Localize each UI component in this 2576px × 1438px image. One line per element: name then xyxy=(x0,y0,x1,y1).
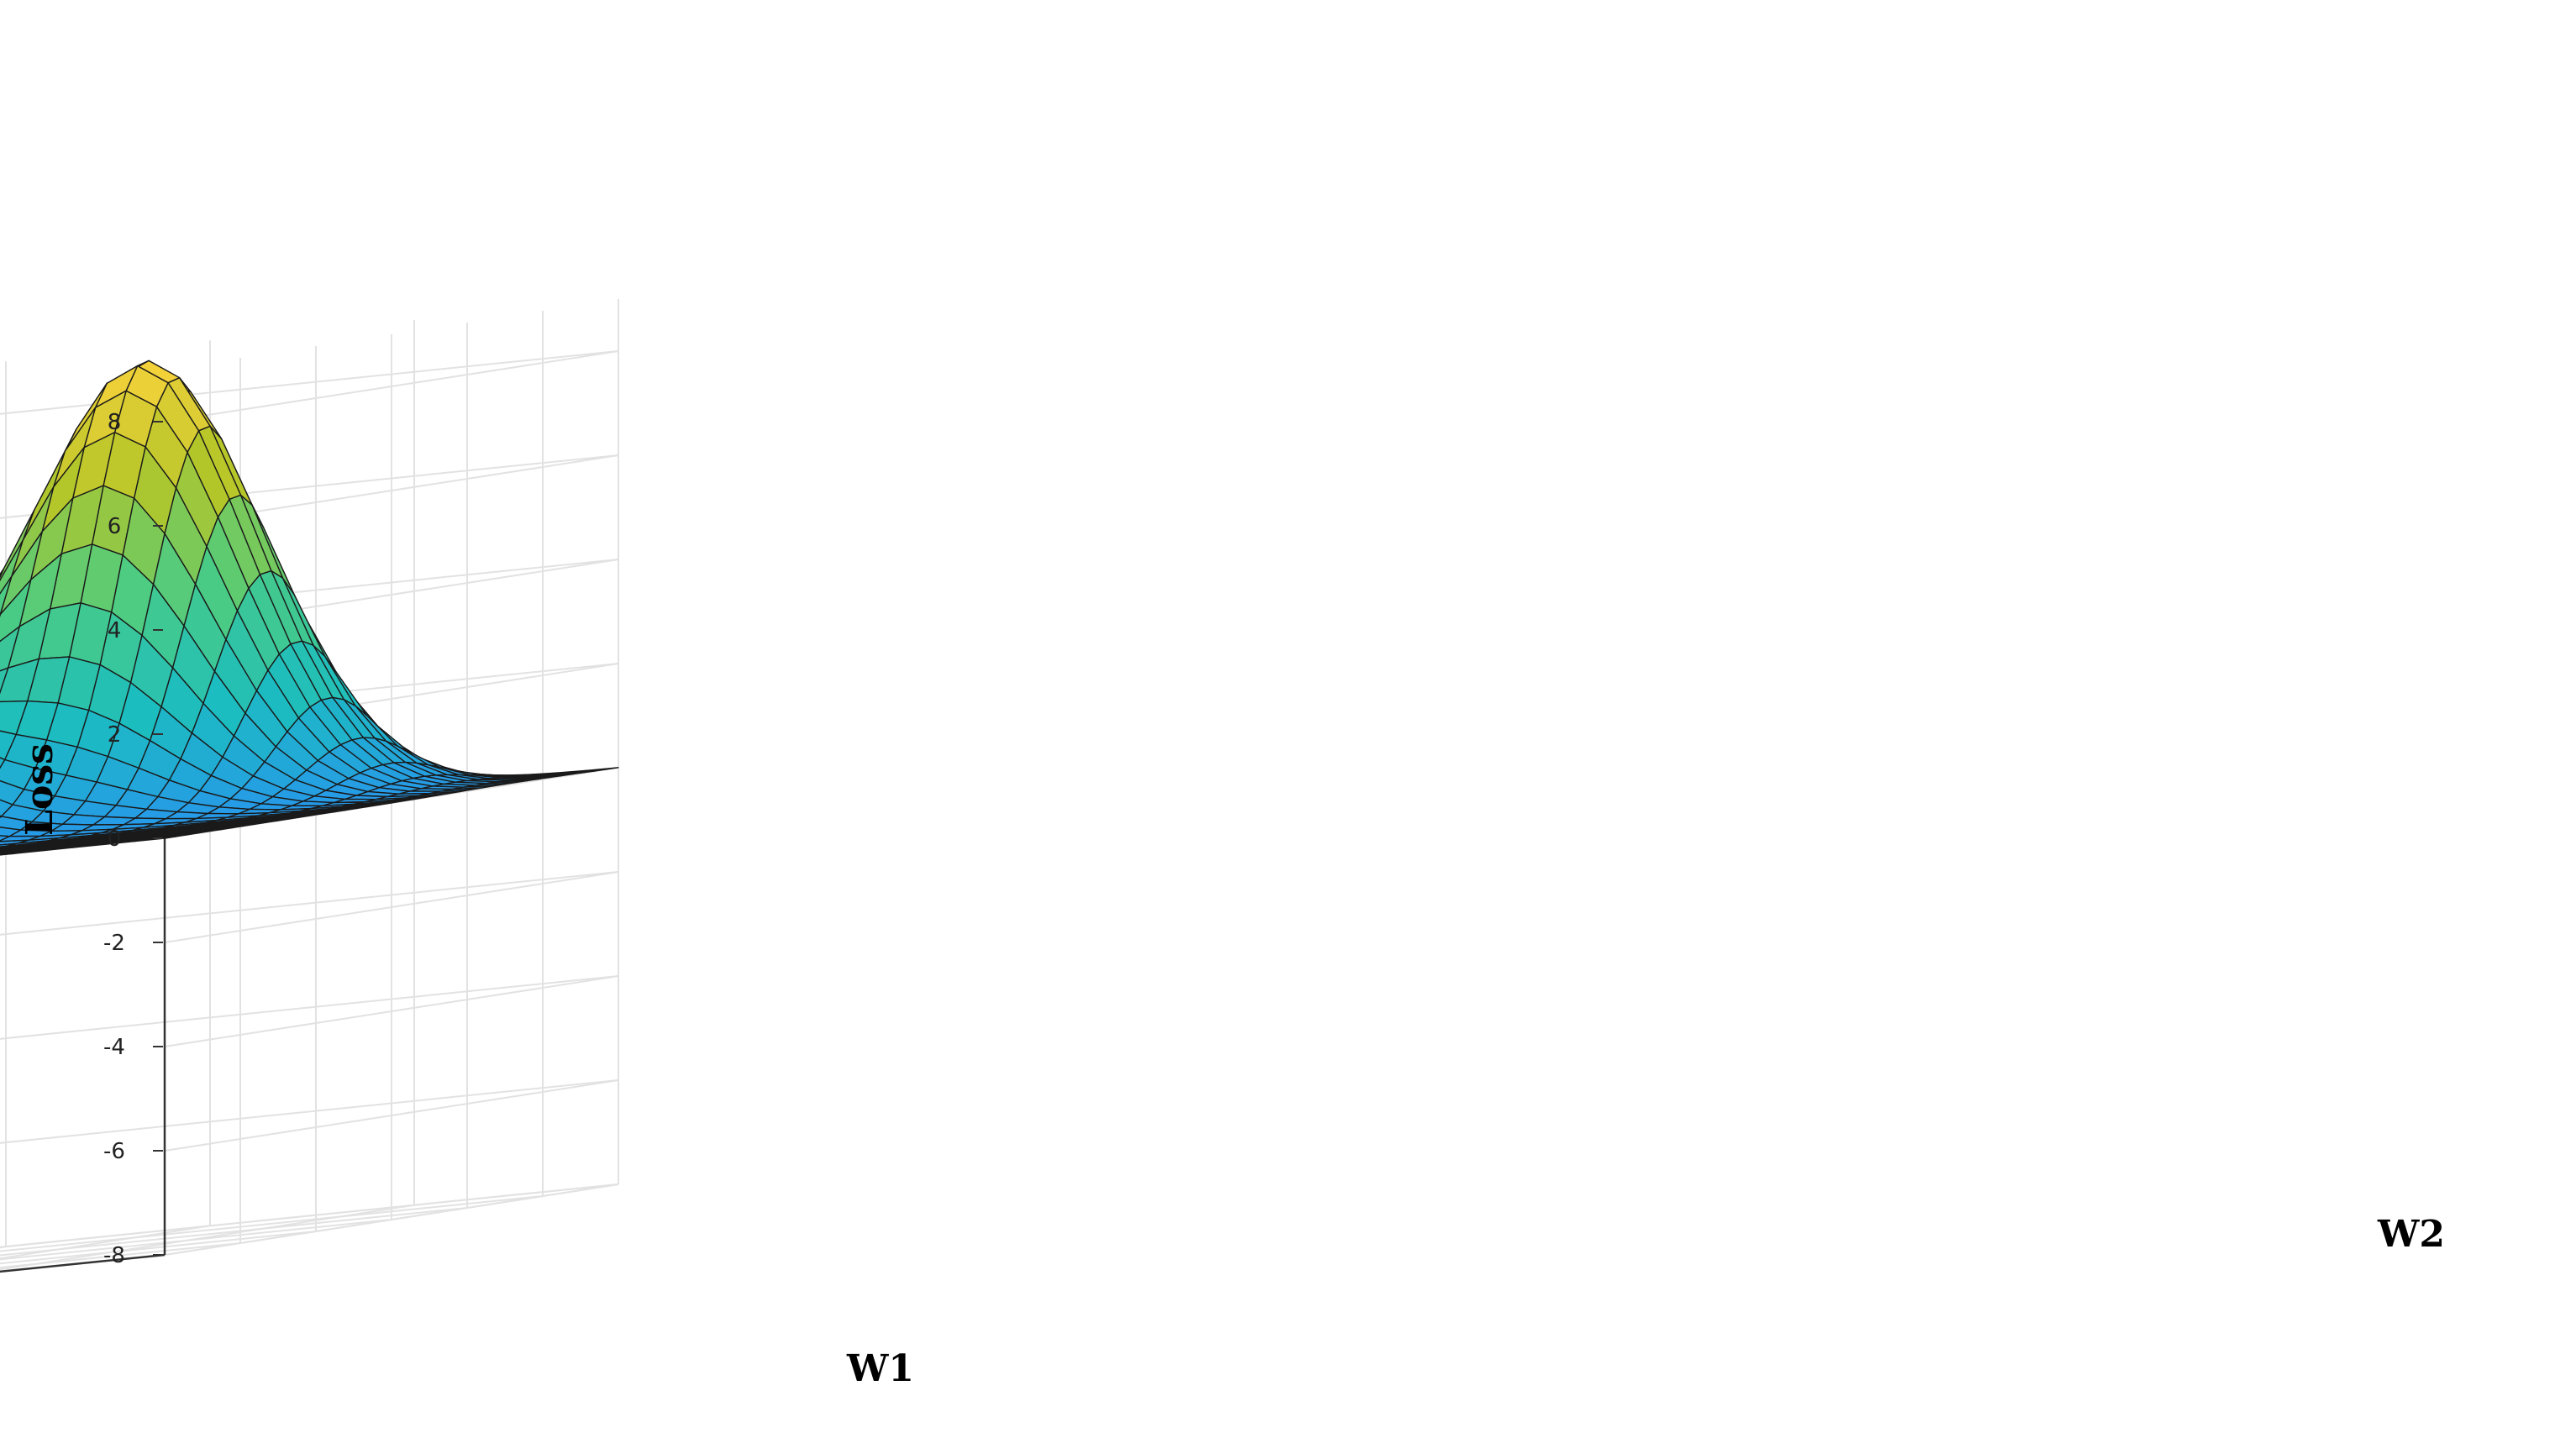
w1-axis-line xyxy=(0,1253,166,1273)
grid-line xyxy=(0,1195,544,1252)
grid-line xyxy=(0,1231,317,1265)
grid-line xyxy=(0,454,619,527)
surface-patch xyxy=(0,816,33,831)
z-tick-label: -6 xyxy=(103,1139,125,1164)
z-tick-label: 2 xyxy=(108,722,122,748)
grid-line xyxy=(0,1183,619,1248)
loss-surface xyxy=(0,360,619,856)
grid-line xyxy=(0,1219,392,1261)
surface-patch xyxy=(0,835,41,842)
z-tick-label: 8 xyxy=(108,410,122,435)
grid-line xyxy=(0,1207,468,1257)
x-axis-title: W1 xyxy=(846,1347,914,1390)
surface-patch xyxy=(0,779,25,806)
surface-patch xyxy=(0,827,22,837)
grid-line xyxy=(0,1254,166,1273)
surface-patch xyxy=(0,575,13,616)
surface-patch xyxy=(0,730,17,761)
surface-patch xyxy=(0,539,24,595)
grid-line xyxy=(0,559,619,631)
grid-line xyxy=(0,871,619,943)
surface-patch xyxy=(0,815,3,819)
surface-patch xyxy=(0,758,36,790)
surface-patch xyxy=(0,835,10,842)
surface-patch xyxy=(0,568,5,579)
z-axis-title: Loss xyxy=(18,743,61,836)
surface-patch xyxy=(0,757,6,769)
grid-line xyxy=(0,975,619,1047)
surface-patch xyxy=(0,700,29,736)
surface-patch xyxy=(0,626,20,672)
z-tick-label: -8 xyxy=(103,1243,125,1268)
surface-patch xyxy=(0,845,7,848)
surface-patch xyxy=(0,667,9,695)
surface-patch xyxy=(0,658,39,703)
grid-line xyxy=(0,1242,241,1269)
surface-patch xyxy=(0,579,32,643)
y-axis-title: W2 xyxy=(2377,1213,2445,1256)
grid-line xyxy=(0,1079,619,1152)
z-tick-label: 0 xyxy=(108,827,122,852)
surface-patch xyxy=(0,509,35,582)
z-tick-label: -2 xyxy=(103,931,125,956)
z-tick-label: -4 xyxy=(103,1035,125,1060)
z-tick-label: 4 xyxy=(108,618,122,643)
grid-line xyxy=(0,350,619,422)
surface-patch xyxy=(0,799,13,817)
z-tick-label: 6 xyxy=(108,514,122,539)
surface-patch xyxy=(0,851,24,856)
